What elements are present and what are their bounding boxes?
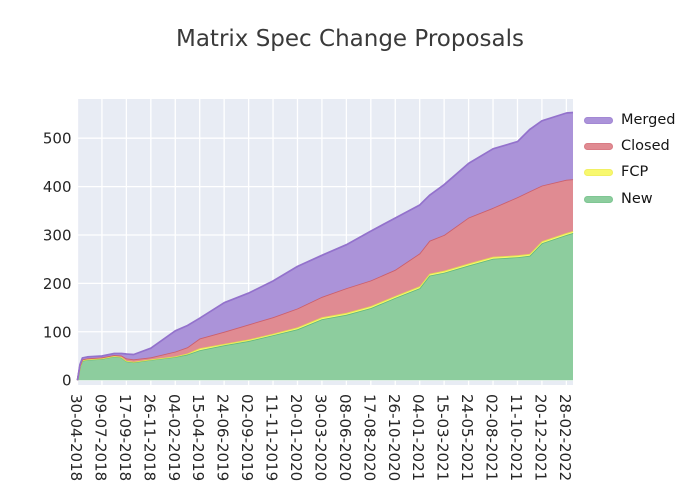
x-tick-label: 24-06-2019 <box>214 394 232 481</box>
y-tick-label: 100 <box>43 323 72 341</box>
legend-item-fcp: FCP <box>584 160 675 186</box>
edge-merged <box>76 111 574 381</box>
legend-item-new: New <box>584 186 675 212</box>
legend-swatch-new <box>584 195 613 203</box>
x-tick-label: 17-09-2018 <box>116 394 134 481</box>
legend-swatch-fcp <box>584 169 613 177</box>
legend-swatch-closed <box>584 142 613 150</box>
x-tick-label: 15-03-2021 <box>434 394 452 481</box>
x-tick-label: 15-04-2019 <box>189 394 207 481</box>
x-tick-label: 26-11-2018 <box>140 394 158 481</box>
y-tick-label: 500 <box>43 130 72 148</box>
area-closed <box>77 179 573 381</box>
x-tick-label: 30-04-2018 <box>67 394 85 481</box>
y-tick-label: 300 <box>43 226 72 244</box>
area-new <box>77 233 573 381</box>
area-merged <box>77 112 573 381</box>
x-tick-label: 26-10-2020 <box>385 394 403 481</box>
x-tick-label: 20-01-2020 <box>287 394 305 481</box>
y-tick-label: 400 <box>43 178 72 196</box>
x-tick-label: 20-12-2021 <box>531 394 549 481</box>
legend-label: Closed <box>621 138 670 155</box>
y-tick-label: 200 <box>43 275 72 293</box>
x-tick-label: 28-02-2022 <box>556 394 574 481</box>
x-tick-label: 04-01-2021 <box>409 394 427 481</box>
x-tick-label: 30-03-2020 <box>311 394 329 481</box>
legend-label: Merged <box>621 111 676 128</box>
legend-item-closed: Closed <box>584 133 675 159</box>
x-tick-label: 04-02-2019 <box>165 394 183 481</box>
legend-label: New <box>621 190 653 207</box>
x-tick-label: 24-05-2021 <box>458 394 476 481</box>
x-tick-label: 11-11-2019 <box>263 394 281 481</box>
x-tick-label: 02-08-2021 <box>483 394 501 481</box>
legend-item-merged: Merged <box>584 107 675 133</box>
x-tick-label: 08-06-2020 <box>336 394 354 481</box>
legend-swatch-merged <box>584 116 613 124</box>
chart-title: Matrix Spec Change Proposals <box>175 26 524 52</box>
x-tick-label: 09-07-2018 <box>91 394 109 481</box>
legend-label: FCP <box>621 164 649 181</box>
x-tick-label: 17-08-2020 <box>360 394 378 481</box>
y-tick-label: 0 <box>62 372 72 390</box>
legend: Merged Closed FCP New <box>584 107 675 212</box>
x-tick-label: 02-09-2019 <box>238 394 256 481</box>
x-tick-label: 11-10-2021 <box>507 394 525 481</box>
